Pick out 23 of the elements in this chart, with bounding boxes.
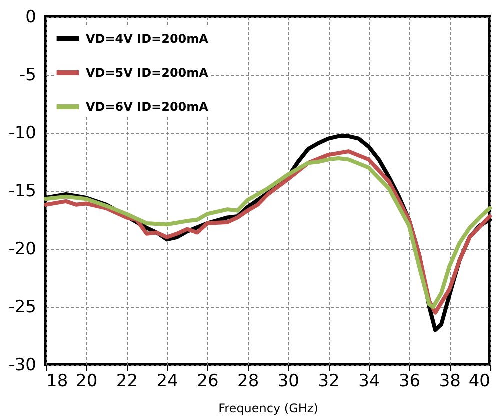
x-tick-label: 26 (197, 372, 219, 392)
x-tick-label: 34 (358, 372, 380, 392)
x-tick-label: 40 (468, 372, 490, 392)
legend-label: VD=6V ID=200mA (86, 100, 210, 114)
y-tick-label: -15 (8, 182, 36, 202)
x-tick-label: 36 (398, 372, 421, 392)
legend-label: VD=5V ID=200mA (86, 66, 210, 80)
y-tick-label: -20 (8, 240, 36, 260)
y-tick-label: -30 (8, 356, 36, 376)
y-tick-label: -5 (20, 66, 36, 86)
x-tick-label: 32 (318, 372, 340, 392)
x-tick-label: 20 (76, 372, 98, 392)
x-tick-label: 24 (156, 372, 178, 392)
x-tick-label: 30 (278, 372, 300, 392)
x-axis-title: Frequency (GHz) (218, 402, 318, 416)
y-tick-label: 0 (26, 8, 36, 28)
y-tick-label: -25 (8, 298, 36, 318)
x-tick-label: 28 (238, 372, 260, 392)
x-tick-label: 38 (439, 372, 461, 392)
y-tick-label: -10 (8, 124, 36, 144)
x-tick-label: 22 (116, 372, 138, 392)
legend-label: VD=4V ID=200mA (86, 32, 210, 46)
x-tick-label: 18 (46, 372, 68, 392)
